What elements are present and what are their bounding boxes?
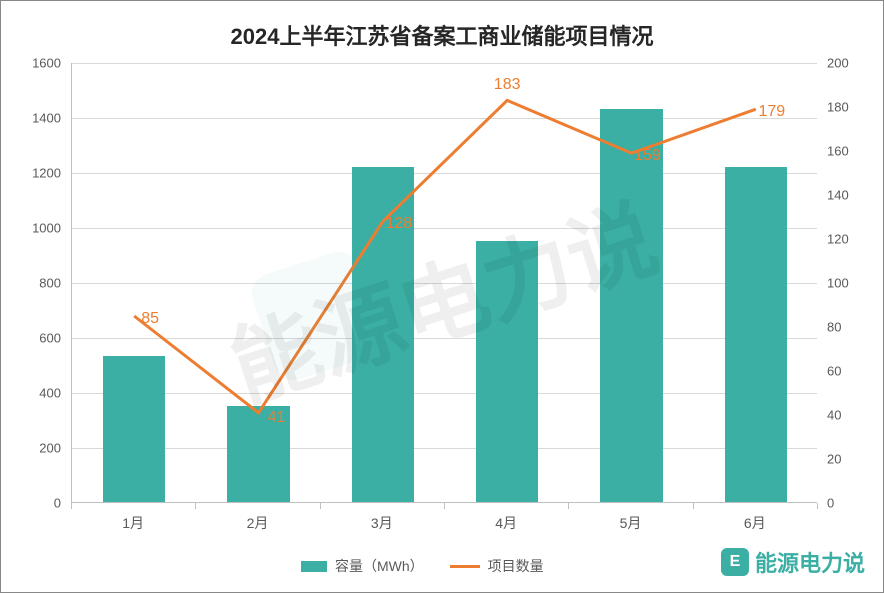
x-axis-label: 2月 [247,513,269,533]
y-right-tick-label: 200 [827,56,849,71]
y-right-tick-label: 60 [827,364,841,379]
x-tick [817,503,818,509]
line-data-label: 85 [141,310,159,328]
y-left-tick-label: 200 [11,441,61,456]
y-left-tick-label: 600 [11,331,61,346]
y-right-tick-label: 120 [827,232,849,247]
x-axis-label: 5月 [620,513,642,533]
y-left-tick-label: 0 [11,496,61,511]
y-right-tick-label: 160 [827,144,849,159]
line-data-label: 183 [494,76,521,94]
line-data-label: 128 [385,215,412,233]
x-tick [693,503,694,509]
y-right-tick-label: 20 [827,452,841,467]
y-right-tick-label: 80 [827,320,841,335]
y-right-tick-label: 140 [827,188,849,203]
x-axis-label: 1月 [122,513,144,533]
plot-area: 85 41 128 183 159 179 [71,63,817,503]
y-right-tick-label: 0 [827,496,834,511]
legend-swatch-bar-icon [301,561,327,572]
chart-title: 2024上半年江苏省备案工商业储能项目情况 [1,19,883,51]
x-tick [71,503,72,509]
legend-swatch-line-icon [450,565,480,568]
x-tick [195,503,196,509]
line-data-label: 179 [758,103,785,121]
brand-text: 能源电力说 [755,546,865,578]
x-tick [568,503,569,509]
line-data-label: 41 [268,409,286,427]
y-left-tick-label: 1000 [11,221,61,236]
brand-logo: E 能源电力说 [721,546,865,578]
line-series [72,63,818,503]
legend-label: 容量（MWh） [335,556,424,576]
x-axis-label: 6月 [744,513,766,533]
y-right-tick-label: 40 [827,408,841,423]
y-left-tick-label: 1200 [11,166,61,181]
x-axis-label: 3月 [371,513,393,533]
brand-icon: E [721,548,749,576]
x-axis-label: 4月 [495,513,517,533]
y-right-tick-label: 180 [827,100,849,115]
x-tick [444,503,445,509]
y-left-tick-label: 1400 [11,111,61,126]
y-right-tick-label: 100 [827,276,849,291]
y-left-tick-label: 1600 [11,56,61,71]
y-left-tick-label: 800 [11,276,61,291]
legend-label: 项目数量 [488,556,544,576]
chart-container: 2024上半年江苏省备案工商业储能项目情况 85 41 128 183 159 179 容… [0,0,884,593]
line-data-label: 159 [634,147,661,165]
y-left-tick-label: 400 [11,386,61,401]
legend: 容量（MWh） 项目数量 [301,556,562,576]
x-tick [320,503,321,509]
